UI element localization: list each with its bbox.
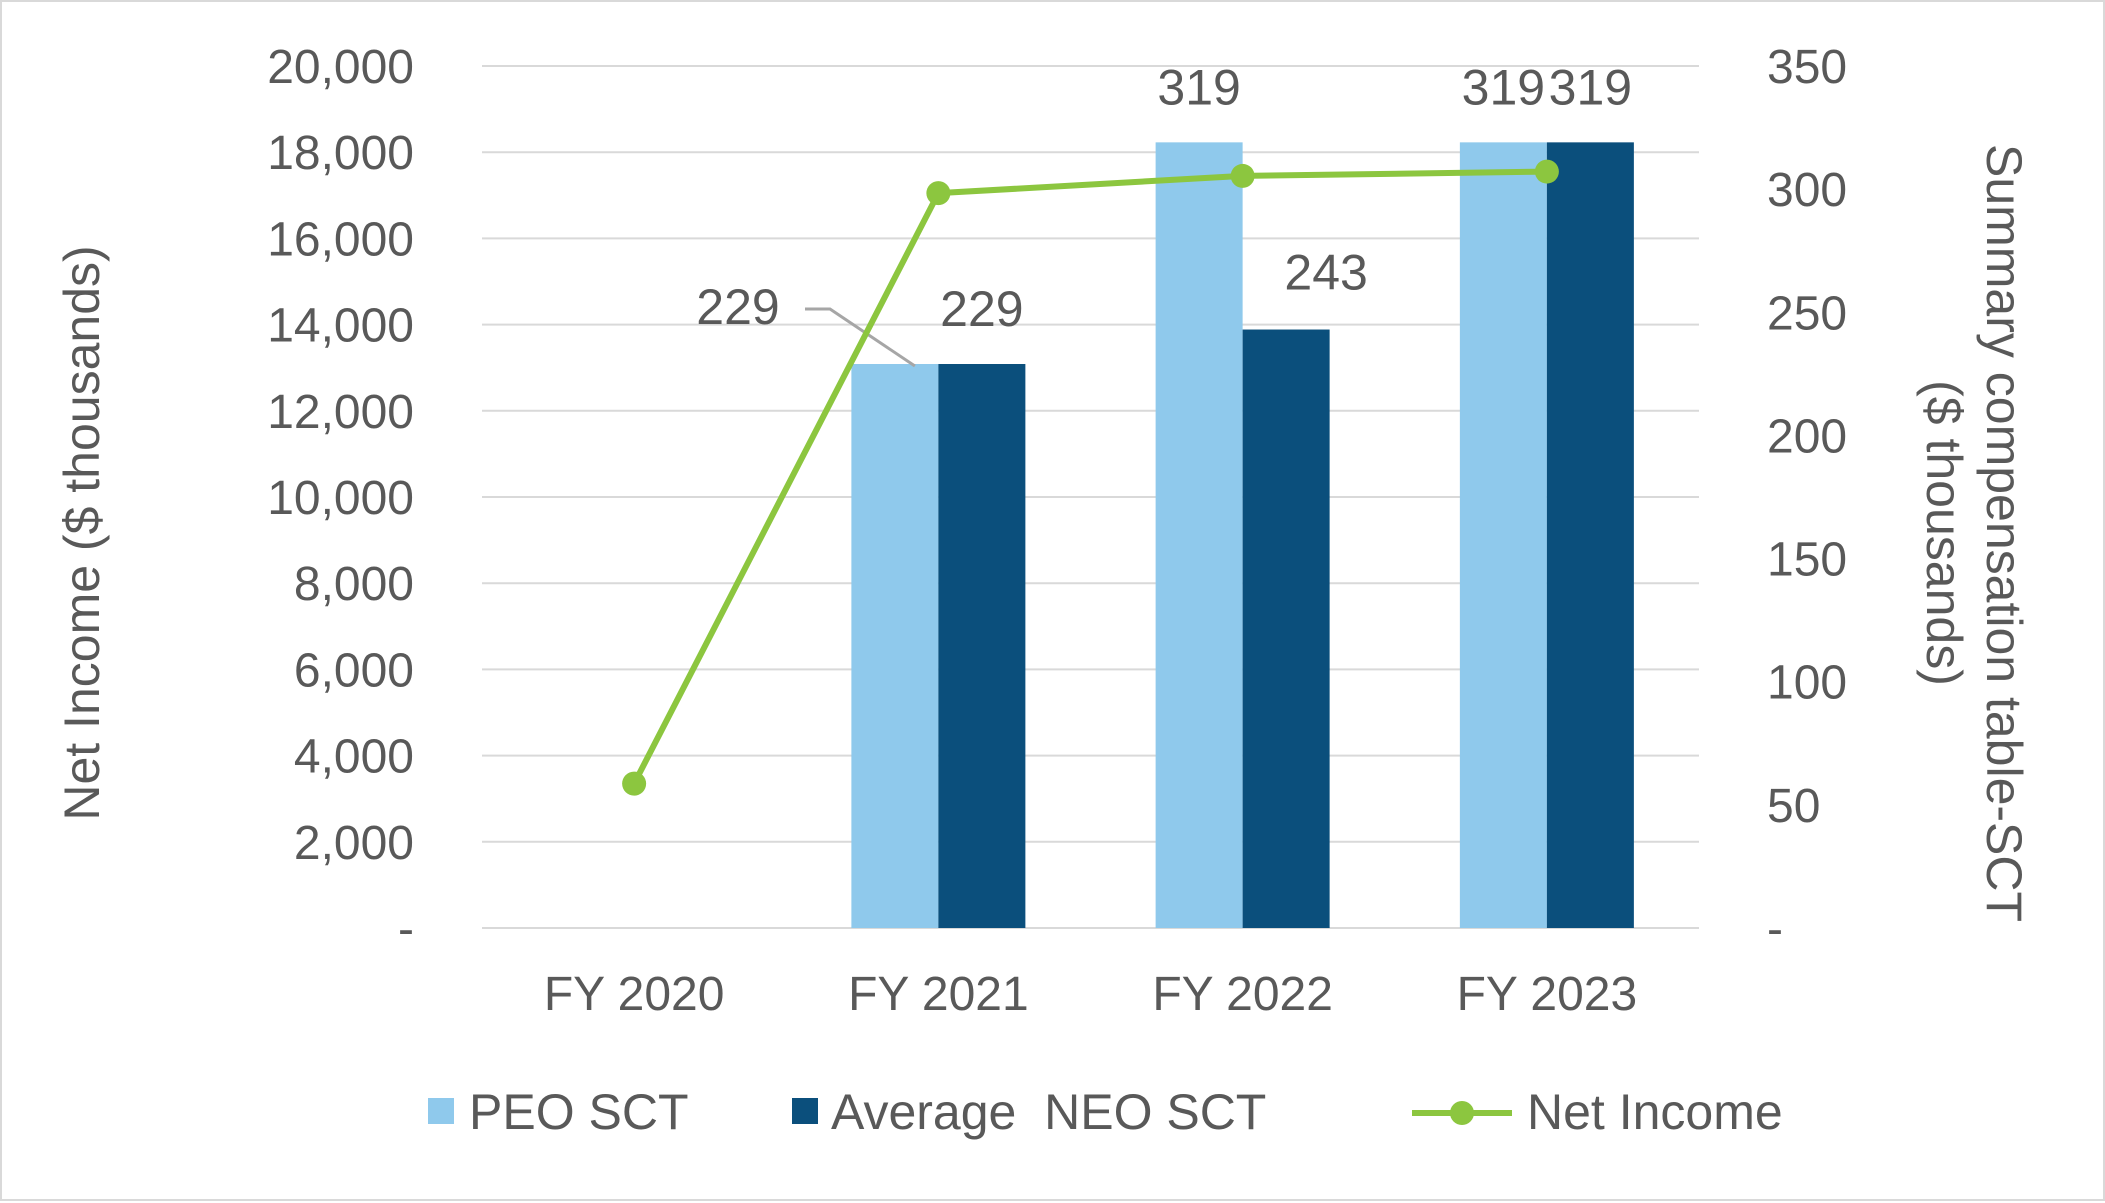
net-income-line [631, 168, 1547, 785]
y-tick-label-right: 150 [1767, 534, 1847, 587]
bars [851, 142, 1634, 928]
legend-swatch-average-neo-sct [792, 1098, 818, 1124]
bar-peo-sct [851, 364, 939, 928]
bar-peo-sct [1155, 142, 1243, 928]
y-tick-label-right: 350 [1767, 41, 1847, 94]
legend-swatch-peo-sct [428, 1098, 454, 1124]
y-tick-label-left: 2,000 [294, 817, 414, 870]
y-tick-label-left: 10,000 [267, 472, 414, 525]
right-axis-title-line-1: Summary compensation table-SCT [1976, 144, 2032, 922]
net-income-point [622, 771, 647, 796]
left-axis-title: Net Income ($ thousands) [54, 245, 110, 820]
right-axis-title-line-2: ($ thousands) [1916, 380, 1972, 686]
axis-ticks: - 2,000 4,000 6,000 8,000 10,000 12,000 14,000 1… [267, 41, 1847, 1021]
y-tick-label-left: 18,000 [267, 127, 414, 180]
x-tick-label: FY 2020 [544, 968, 725, 1021]
data-label-peo-sct: 319 [1462, 59, 1545, 115]
y-tick-label-right: 100 [1767, 657, 1847, 710]
data-label-average-neo-sct: 319 [1549, 59, 1632, 115]
net-income-point [1230, 163, 1255, 188]
bar-average-neo-sct [1546, 142, 1634, 928]
bar-average-neo-sct [1242, 329, 1330, 928]
y-tick-label-right: - [1767, 903, 1783, 956]
y-tick-label-right: 200 [1767, 410, 1847, 463]
y-tick-label-left: 4,000 [294, 731, 414, 784]
y-tick-label-left: - [398, 903, 414, 956]
legend-label-net-income: Net Income [1527, 1084, 1783, 1140]
data-label-average-neo-sct: 229 [940, 281, 1023, 337]
bar-peo-sct [1459, 142, 1547, 928]
bar-average-neo-sct [938, 364, 1026, 928]
y-tick-label-right: 50 [1767, 780, 1820, 833]
legend: PEO SCT Average NEO SCT Net Income [428, 1084, 1783, 1140]
data-label-peo-sct: 319 [1157, 59, 1240, 115]
y-tick-label-left: 8,000 [294, 558, 414, 611]
net-income-point [926, 181, 951, 206]
x-tick-label: FY 2021 [848, 968, 1029, 1021]
right-axis-title: Summary compensation table-SCT ($ thousa… [1916, 144, 2032, 922]
data-label-peo-sct: 229 [696, 279, 779, 335]
x-tick-label: FY 2022 [1152, 968, 1333, 1021]
x-tick-label: FY 2023 [1457, 968, 1638, 1021]
y-tick-label-left: 20,000 [267, 41, 414, 94]
legend-marker-net-income [1450, 1101, 1474, 1125]
leader-lines [805, 307, 916, 368]
legend-label-peo-sct: PEO SCT [469, 1084, 688, 1140]
leader-line [805, 307, 916, 368]
net-income-line-layer [622, 159, 1559, 796]
y-tick-label-right: 300 [1767, 164, 1847, 217]
y-tick-label-left: 12,000 [267, 386, 414, 439]
y-tick-label-left: 6,000 [294, 644, 414, 697]
legend-label-average-neo-sct: Average NEO SCT [831, 1084, 1266, 1140]
y-tick-label-left: 14,000 [267, 300, 414, 353]
net-income-point [1534, 159, 1559, 184]
y-tick-label-right: 250 [1767, 287, 1847, 340]
y-tick-label-left: 16,000 [267, 213, 414, 266]
data-label-average-neo-sct: 243 [1284, 245, 1367, 301]
